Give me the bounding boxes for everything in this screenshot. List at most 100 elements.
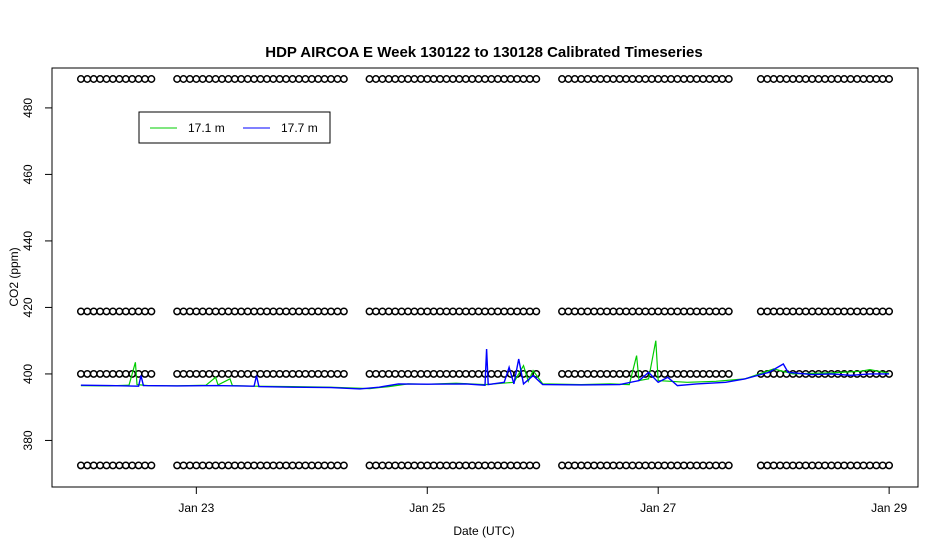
calibration-point [859,307,868,316]
calibration-point [333,307,342,316]
calibration-point [756,307,765,316]
calibration-point [173,307,182,316]
calibration-point [635,461,643,470]
calibration-point [301,307,310,316]
calibration-point [141,461,149,470]
calibration-point [853,461,862,470]
calibration-point [128,75,137,83]
calibration-point [667,75,675,83]
calibration-point [686,461,695,470]
calibration-point [115,369,124,378]
calibration-point [615,461,624,470]
calibration-point [788,75,797,83]
calibration-point [577,307,586,316]
calibration-point [224,75,233,83]
calibration-point [622,461,631,470]
plot-frame [51,67,919,488]
legend-label-17-1m: 17.1 m [188,121,225,135]
calibration-point [436,75,445,83]
calibration-point [628,461,637,470]
calibration-point [628,75,637,83]
calibration-point [519,307,528,316]
calibration-point [378,369,387,378]
calibration-point [705,461,714,470]
calibration-point [814,307,823,316]
calibration-point [448,461,457,470]
calibration-point [429,307,438,316]
calibration-point [76,369,85,378]
calibration-point [256,369,265,378]
calibration-point [404,461,412,470]
calibration-point [141,307,149,316]
calibration-point [198,461,207,470]
calibration-point [378,75,387,83]
calibration-point [102,307,111,316]
calibration-point [320,75,329,83]
x-tick-label: Jan 23 [178,501,214,515]
calibration-point [519,75,528,83]
calibration-point [814,75,823,83]
calibration-point [397,369,406,378]
calibration-point [596,75,605,83]
calibration-point [185,461,194,470]
calibration-point [76,75,85,83]
calibration-point [487,369,496,378]
calibration-point [301,461,310,470]
calibration-point [185,75,194,83]
calibration-point [391,369,400,378]
x-tick-label: Jan 29 [871,501,907,515]
calibration-point [121,75,130,83]
calibration-point [333,75,342,83]
calibration-point [295,461,303,470]
calibration-point [250,461,259,470]
calibration-point [205,307,214,316]
calibration-point [564,461,573,470]
calibration-point [865,307,874,316]
calibration-point [635,75,643,83]
calibration-point [416,461,425,470]
calibration-point [314,461,323,470]
calibration-point [711,461,720,470]
calibration-point [288,307,297,316]
calibration-point [423,369,432,378]
calibration-point [108,461,117,470]
calibration-point [500,307,509,316]
calibration-point [570,461,579,470]
calibration-point [583,369,592,378]
series-line-17-7-m [80,348,890,390]
calibration-point [493,307,502,316]
calibration-point [275,369,284,378]
calibration-point [269,461,278,470]
calibration-point [211,369,220,378]
calibration-point [525,307,534,316]
calibration-point [468,369,477,378]
calibration-point [609,307,618,316]
calibration-point [699,307,708,316]
calibration-point [481,307,489,316]
calibration-point [827,307,836,316]
calibration-point [173,369,182,378]
calibration-point [724,75,733,83]
calibration-point [461,461,470,470]
calibration-point [256,461,265,470]
calibration-point [76,307,85,316]
calibration-point [525,75,534,83]
calibration-point [262,369,271,378]
calibration-point [827,75,836,83]
calibration-point [378,461,387,470]
calibration-point [487,307,496,316]
calibration-point [185,369,194,378]
calibration-point [481,461,489,470]
calibration-point [384,369,393,378]
calibration-point [410,369,419,378]
calibration-point [602,75,611,83]
calibration-point [89,369,98,378]
calibration-point [442,369,451,378]
calibration-point [211,461,220,470]
calibration-point [262,75,271,83]
calibration-point [192,307,201,316]
calibration-point [230,369,239,378]
calibration-point [237,307,246,316]
calibration-point [121,461,130,470]
calibration-point [801,461,810,470]
